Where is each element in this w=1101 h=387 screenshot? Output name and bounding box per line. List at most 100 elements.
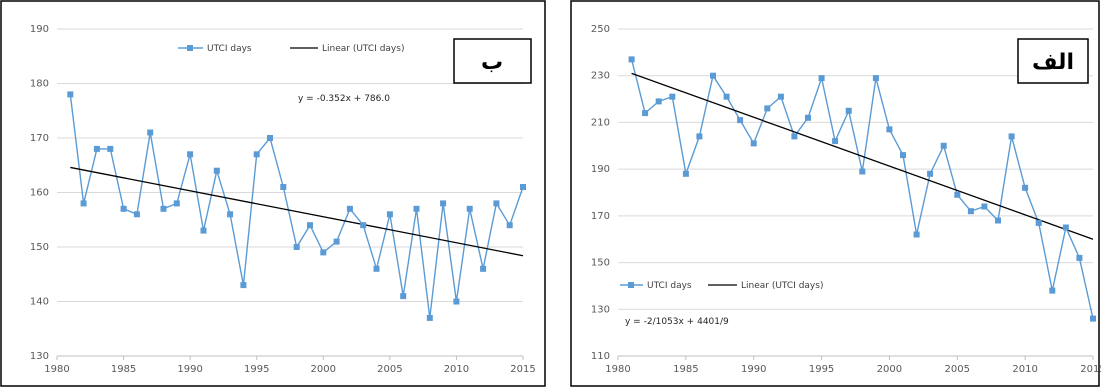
data-point: [307, 222, 313, 229]
data-point: [995, 217, 1001, 224]
legend-series-label-alef: UTCI days: [647, 281, 692, 291]
trend-equation-alef: y = -2/1053x + 4401/9: [625, 317, 729, 327]
trend-equation-b: y = -0.352x + 786.0: [298, 94, 390, 104]
data-point: [147, 129, 154, 136]
data-point: [453, 298, 460, 305]
y-tick-label: 230: [591, 71, 610, 82]
data-point: [400, 293, 407, 300]
x-tick-label: 1985: [111, 364, 136, 375]
data-point: [120, 205, 127, 212]
data-point: [320, 249, 327, 256]
data-point: [927, 170, 934, 177]
data-point: [900, 152, 906, 159]
legend-alef: UTCI days Linear (UTCI days): [620, 281, 823, 291]
data-point: [80, 200, 87, 207]
data-point: [360, 222, 367, 229]
x-tick-label: 2010: [444, 364, 469, 375]
data-point: [1049, 287, 1056, 294]
y-tick-label: 170: [591, 211, 610, 222]
x-tick-label: 2000: [311, 364, 336, 375]
data-point: [280, 184, 287, 190]
x-tick-label: 2000: [877, 364, 902, 375]
data-point: [440, 200, 447, 207]
data-point: [267, 135, 273, 141]
data-point: [386, 211, 393, 218]
data-point: [737, 117, 744, 124]
data-point: [160, 205, 167, 212]
legend-b: UTCI days Linear (UTCI days): [178, 44, 404, 54]
y-tick-label: 150: [30, 242, 49, 253]
data-point: [777, 93, 784, 100]
data-point: [764, 105, 771, 112]
plot-alef: 110 130 150 170 190 210 230 250 1980 1985 1990 1995…: [591, 24, 1101, 375]
y-tick-label: 170: [30, 133, 49, 144]
legend-series-marker-b: [187, 45, 193, 51]
x-tick-label: 1995: [809, 364, 834, 375]
data-point: [1008, 133, 1015, 140]
chart-frame-left: [570, 0, 1100, 387]
data-point: [872, 75, 879, 82]
x-tick-label: 2005: [377, 364, 402, 375]
y-tick-label: 130: [30, 351, 49, 362]
data-point: [187, 151, 194, 158]
x-tick-label: 1990: [741, 364, 766, 375]
data-point: [1035, 219, 1042, 226]
x-tick-label: 1990: [177, 364, 202, 375]
x-tick-label: 2015: [1080, 364, 1101, 375]
data-point: [832, 138, 839, 145]
data-point: [723, 93, 730, 100]
x-tick-label: 2005: [945, 364, 970, 375]
data-point: [200, 227, 207, 234]
data-point: [655, 98, 662, 105]
data-point: [805, 114, 811, 121]
data-point: [413, 205, 420, 212]
data-point: [967, 208, 974, 215]
x-tick-label: 2015: [510, 364, 535, 375]
x-tick-label: 1995: [244, 364, 269, 375]
data-point: [373, 265, 380, 272]
data-point: [480, 265, 487, 272]
panel-label-b: ب: [481, 50, 503, 75]
y-tick-label: 130: [591, 304, 610, 315]
data-point: [886, 126, 893, 133]
legend-trend-label-alef: Linear (UTCI days): [741, 281, 823, 291]
data-point: [93, 145, 100, 152]
x-tick-label: 1980: [44, 364, 69, 375]
data-point: [107, 145, 114, 152]
y-tick-label: 190: [591, 164, 610, 175]
y-tick-label: 250: [591, 24, 610, 35]
data-point: [913, 231, 920, 238]
data-point: [133, 211, 140, 218]
data-point: [426, 314, 433, 321]
trend-line: [70, 166, 524, 257]
data-point: [1062, 224, 1069, 231]
x-tick-label: 2010: [1012, 364, 1037, 375]
plot-b: 130 140 150 160 170 180 190 1980 1985 1990 1995 200…: [30, 24, 536, 375]
data-point: [293, 244, 300, 250]
data-point: [696, 133, 703, 140]
legend-series-label-b: UTCI days: [207, 44, 252, 54]
data-point: [493, 200, 500, 207]
panel-label-alef: الف: [1032, 50, 1074, 75]
data-point: [520, 184, 526, 190]
data-point: [213, 167, 220, 174]
data-point: [669, 93, 676, 100]
data-point: [333, 238, 340, 245]
y-tick-label: 140: [30, 297, 49, 308]
y-tick-label: 180: [30, 79, 49, 90]
data-point: [791, 133, 798, 140]
data-point: [940, 142, 947, 149]
data-point: [506, 222, 513, 229]
data-point: [845, 107, 852, 114]
y-tick-label: 210: [591, 117, 610, 128]
data-point: [1022, 184, 1029, 191]
data-point: [710, 72, 716, 79]
x-tick-label: 1985: [673, 364, 698, 375]
data-point: [67, 91, 74, 98]
data-point: [628, 56, 635, 63]
data-point: [818, 75, 825, 82]
panel-label-box-b: [453, 38, 532, 84]
y-tick-label: 160: [30, 188, 49, 199]
data-point: [227, 211, 234, 218]
